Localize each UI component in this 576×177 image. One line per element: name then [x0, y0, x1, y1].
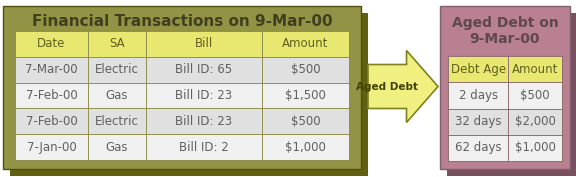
- Text: 7-Jan-00: 7-Jan-00: [26, 141, 76, 154]
- Text: $500: $500: [291, 115, 320, 128]
- Text: $500: $500: [291, 63, 320, 76]
- FancyBboxPatch shape: [10, 13, 368, 176]
- FancyBboxPatch shape: [15, 31, 349, 57]
- Text: Gas: Gas: [105, 141, 128, 154]
- Text: Bill: Bill: [195, 37, 213, 50]
- FancyBboxPatch shape: [448, 56, 562, 82]
- Text: Bill ID: 65: Bill ID: 65: [176, 63, 233, 76]
- Text: Debt Age: Debt Age: [450, 63, 506, 76]
- Text: Date: Date: [37, 37, 66, 50]
- Text: Electric: Electric: [95, 63, 139, 76]
- FancyBboxPatch shape: [447, 13, 576, 176]
- FancyBboxPatch shape: [440, 6, 570, 169]
- Text: Aged Debt on
9-Mar-00: Aged Debt on 9-Mar-00: [452, 16, 558, 46]
- Text: $2,000: $2,000: [515, 115, 556, 128]
- FancyBboxPatch shape: [448, 109, 562, 135]
- Text: Bill ID: 23: Bill ID: 23: [176, 115, 233, 128]
- Text: Gas: Gas: [105, 89, 128, 102]
- Text: Bill ID: 2: Bill ID: 2: [179, 141, 229, 154]
- Text: $1,000: $1,000: [285, 141, 326, 154]
- Text: 62 days: 62 days: [455, 141, 502, 154]
- Text: Amount: Amount: [282, 37, 329, 50]
- FancyBboxPatch shape: [448, 135, 562, 161]
- FancyBboxPatch shape: [448, 56, 562, 161]
- Text: Bill ID: 23: Bill ID: 23: [176, 89, 233, 102]
- FancyBboxPatch shape: [448, 82, 562, 109]
- Text: $500: $500: [520, 89, 550, 102]
- FancyBboxPatch shape: [15, 31, 349, 160]
- Text: $1,000: $1,000: [515, 141, 556, 154]
- Text: 7-Mar-00: 7-Mar-00: [25, 63, 78, 76]
- Text: $1,500: $1,500: [285, 89, 326, 102]
- FancyBboxPatch shape: [15, 57, 349, 83]
- Text: 32 days: 32 days: [455, 115, 502, 128]
- Text: Financial Transactions on 9-Mar-00: Financial Transactions on 9-Mar-00: [32, 15, 332, 30]
- Text: SA: SA: [109, 37, 124, 50]
- Text: Electric: Electric: [95, 115, 139, 128]
- Text: 7-Feb-00: 7-Feb-00: [25, 89, 77, 102]
- Text: Amount: Amount: [512, 63, 558, 76]
- FancyBboxPatch shape: [3, 6, 361, 169]
- FancyBboxPatch shape: [15, 83, 349, 108]
- Text: Aged Debt: Aged Debt: [356, 81, 418, 92]
- Polygon shape: [368, 50, 438, 122]
- Text: 2 days: 2 days: [458, 89, 498, 102]
- FancyBboxPatch shape: [15, 134, 349, 160]
- FancyBboxPatch shape: [15, 108, 349, 134]
- Text: 7-Feb-00: 7-Feb-00: [25, 115, 77, 128]
